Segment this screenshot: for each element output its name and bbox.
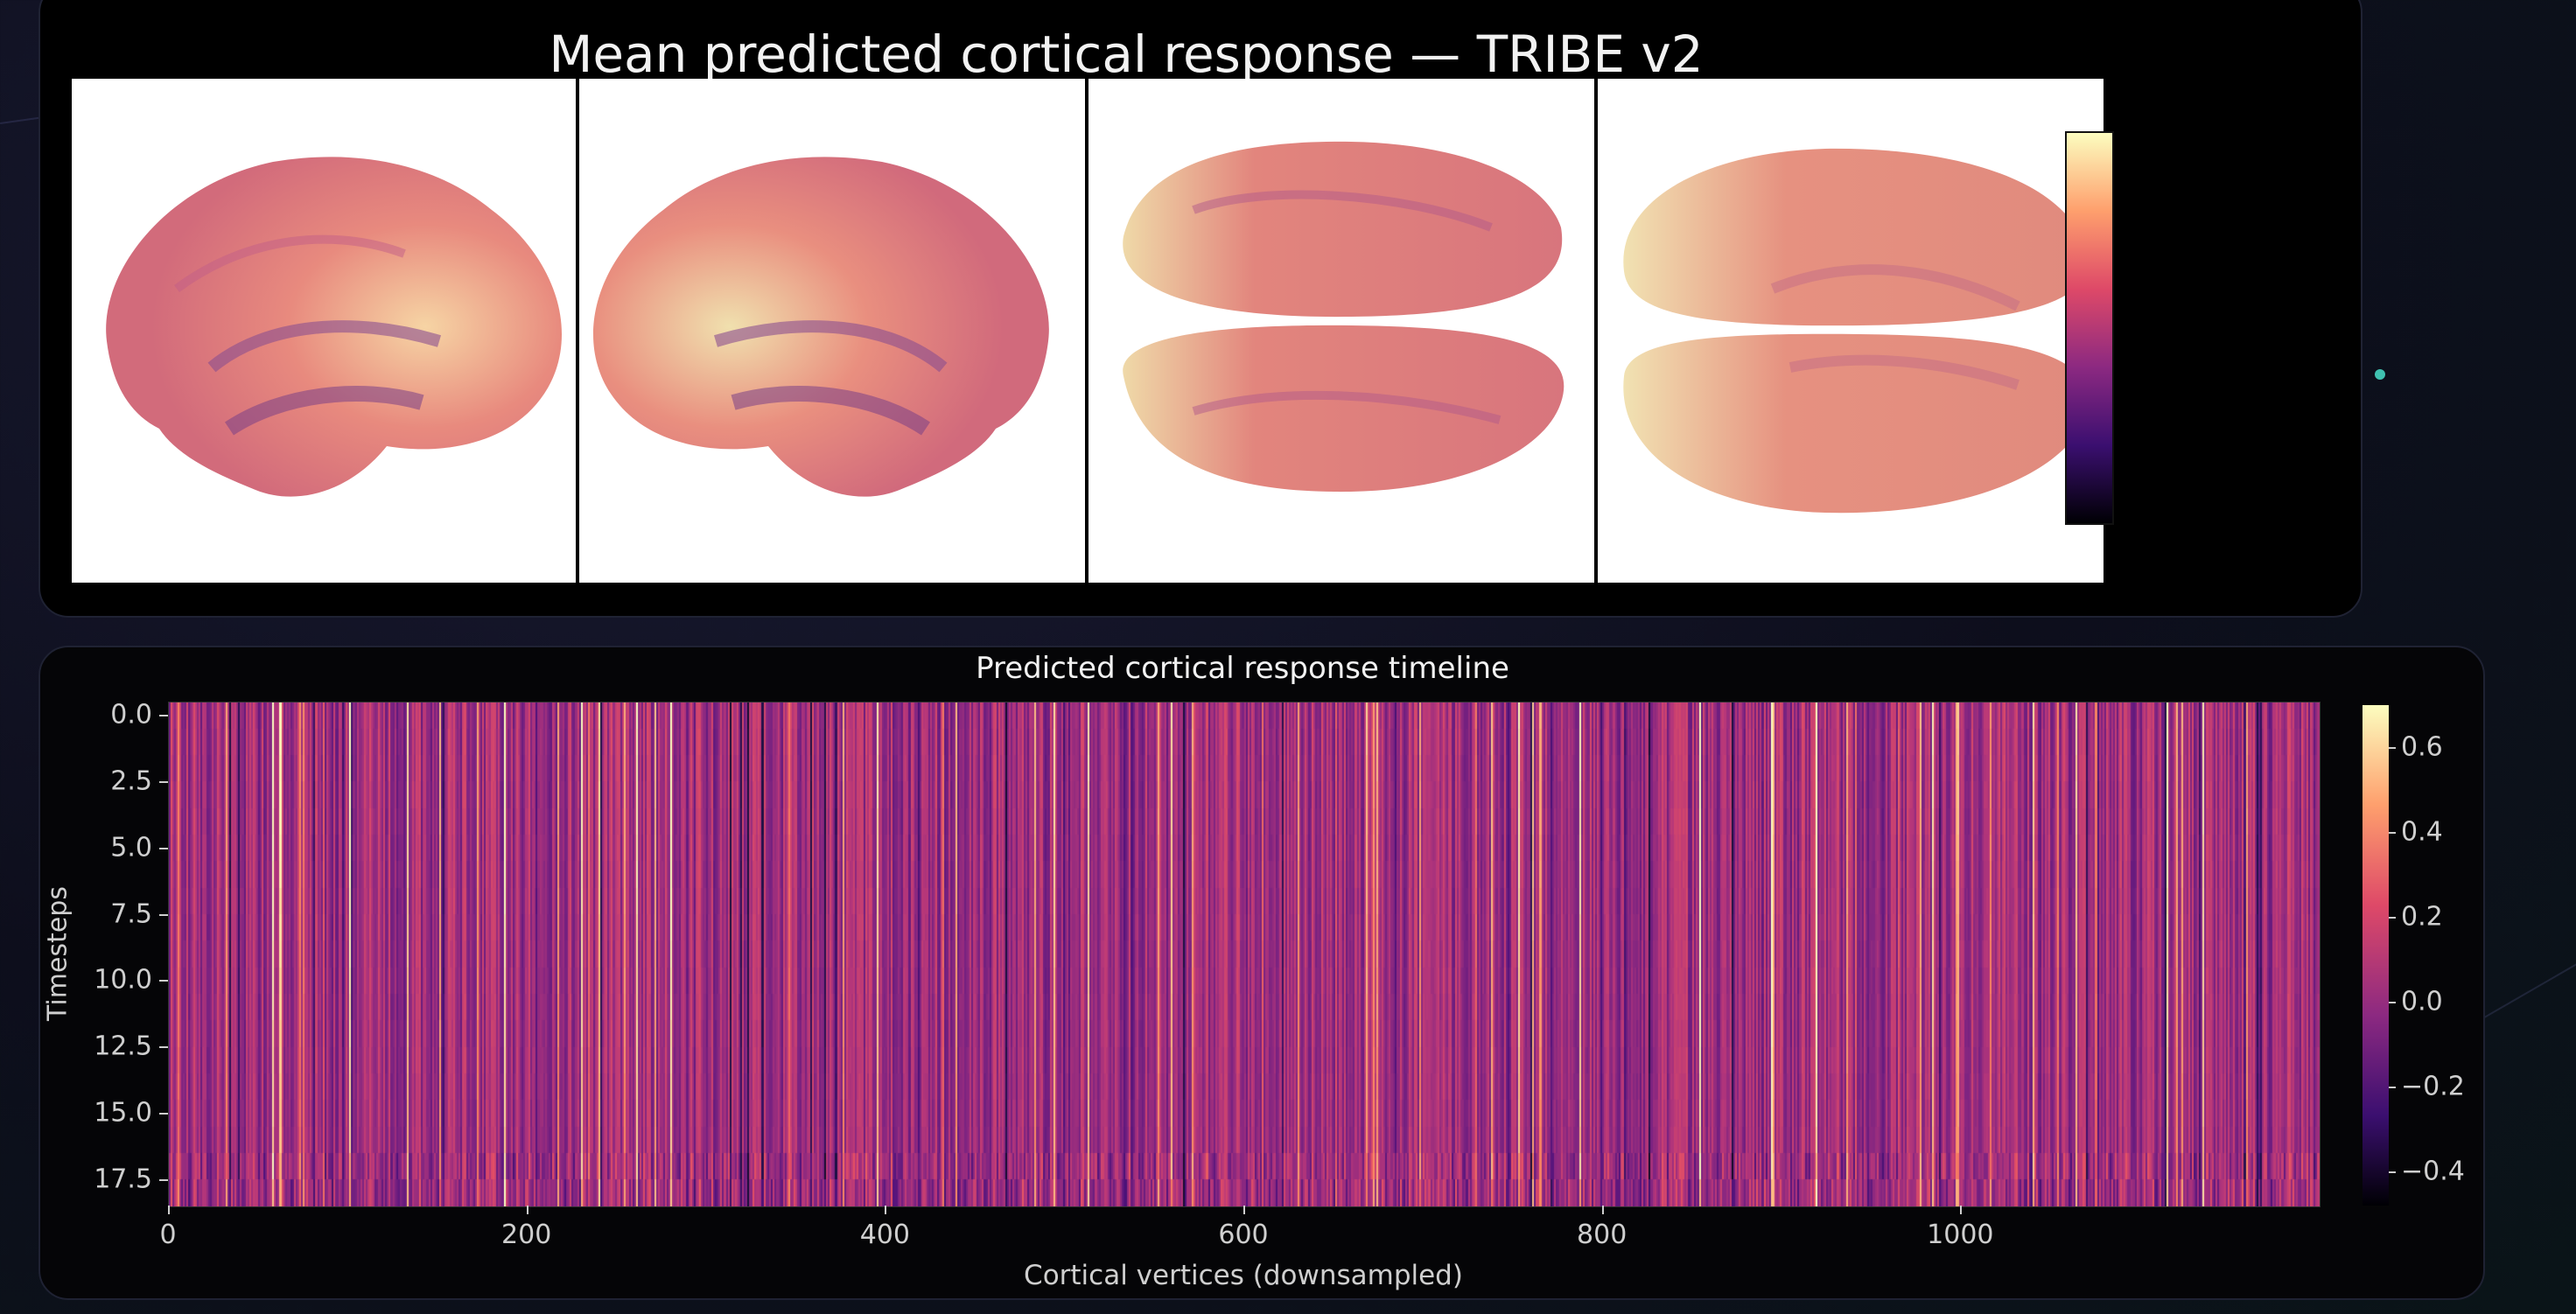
y-tick-label: 12.5 [94, 1031, 152, 1062]
cb-bottom-tick-label: 0.2 [2401, 901, 2443, 933]
y-tick-label: 17.5 [94, 1164, 152, 1195]
y-tick [159, 1046, 168, 1049]
cb-bottom-tick [2389, 917, 2396, 919]
y-tick-label: 7.5 [110, 898, 152, 930]
x-tick-label: 0 [159, 1220, 177, 1250]
timeline-colorbar [2362, 705, 2389, 1206]
y-tick [159, 1178, 168, 1181]
y-axis-label: Timesteps [42, 886, 74, 1021]
cb-bottom-tick-label: 0.6 [2401, 731, 2443, 763]
cb-top-tick-label: −1.00 [2135, 497, 2270, 548]
cb-top-tick-label: 0.50 [2135, 203, 2233, 254]
cb-top-tick [2114, 229, 2126, 231]
x-tick-label: 400 [859, 1220, 910, 1250]
y-tick-label: 2.5 [110, 765, 152, 797]
cb-bottom-tick-label: 0.0 [2401, 986, 2443, 1017]
brain-view-right-lateral [579, 79, 1085, 583]
y-tick [159, 1112, 168, 1115]
y-tick-label: 0.0 [110, 699, 152, 730]
y-tick [159, 913, 168, 916]
cb-bottom-tick [2389, 832, 2396, 835]
cb-bottom-tick-label: 0.4 [2401, 816, 2443, 848]
cb-bottom-tick [2389, 1087, 2396, 1089]
timeline-title: Predicted cortical response timeline [976, 651, 1509, 686]
cb-top-tick [2114, 425, 2126, 427]
status-dot [2375, 369, 2385, 380]
brain-colorbar [2065, 131, 2114, 525]
x-tick [1960, 1206, 1963, 1214]
y-tick-label: 5.0 [110, 832, 152, 863]
y-tick [159, 780, 168, 783]
cb-top-tick [2114, 131, 2126, 133]
cb-bottom-tick [2389, 747, 2396, 750]
brain-figure-title: Mean predicted cortical response — TRIBE… [549, 24, 1704, 84]
y-tick-label: 10.0 [94, 964, 152, 996]
cb-top-tick-label: 0.00 [2135, 301, 2233, 352]
cb-bottom-tick-label: −0.2 [2401, 1071, 2465, 1102]
cb-top-tick-label: 1.00 [2135, 105, 2233, 156]
x-tick [168, 1206, 170, 1214]
y-tick-label: 15.0 [94, 1097, 152, 1129]
x-axis-label: Cortical vertices (downsampled) [1024, 1260, 1463, 1291]
x-tick [1601, 1206, 1604, 1214]
brain-view-left-lateral [72, 79, 576, 583]
cb-top-tick [2114, 327, 2126, 329]
x-tick-label: 1000 [1927, 1220, 1994, 1250]
x-tick [526, 1206, 528, 1214]
cb-bottom-tick [2389, 1002, 2396, 1004]
x-tick-label: 800 [1577, 1220, 1628, 1250]
y-tick [159, 715, 168, 717]
y-tick [159, 847, 168, 849]
cb-bottom-tick-label: −0.4 [2401, 1156, 2465, 1187]
timeline-heatmap [168, 702, 2320, 1207]
x-tick [1243, 1206, 1245, 1214]
x-tick [885, 1206, 887, 1214]
cb-top-tick-label: −0.50 [2135, 399, 2270, 450]
brain-view-dorsal [1088, 79, 1594, 583]
x-tick-label: 600 [1218, 1220, 1269, 1250]
y-tick [159, 980, 168, 982]
cb-bottom-tick [2389, 1171, 2396, 1174]
brain-view-ventral [1598, 79, 2104, 583]
cb-top-tick [2114, 523, 2126, 525]
x-tick-label: 200 [501, 1220, 552, 1250]
